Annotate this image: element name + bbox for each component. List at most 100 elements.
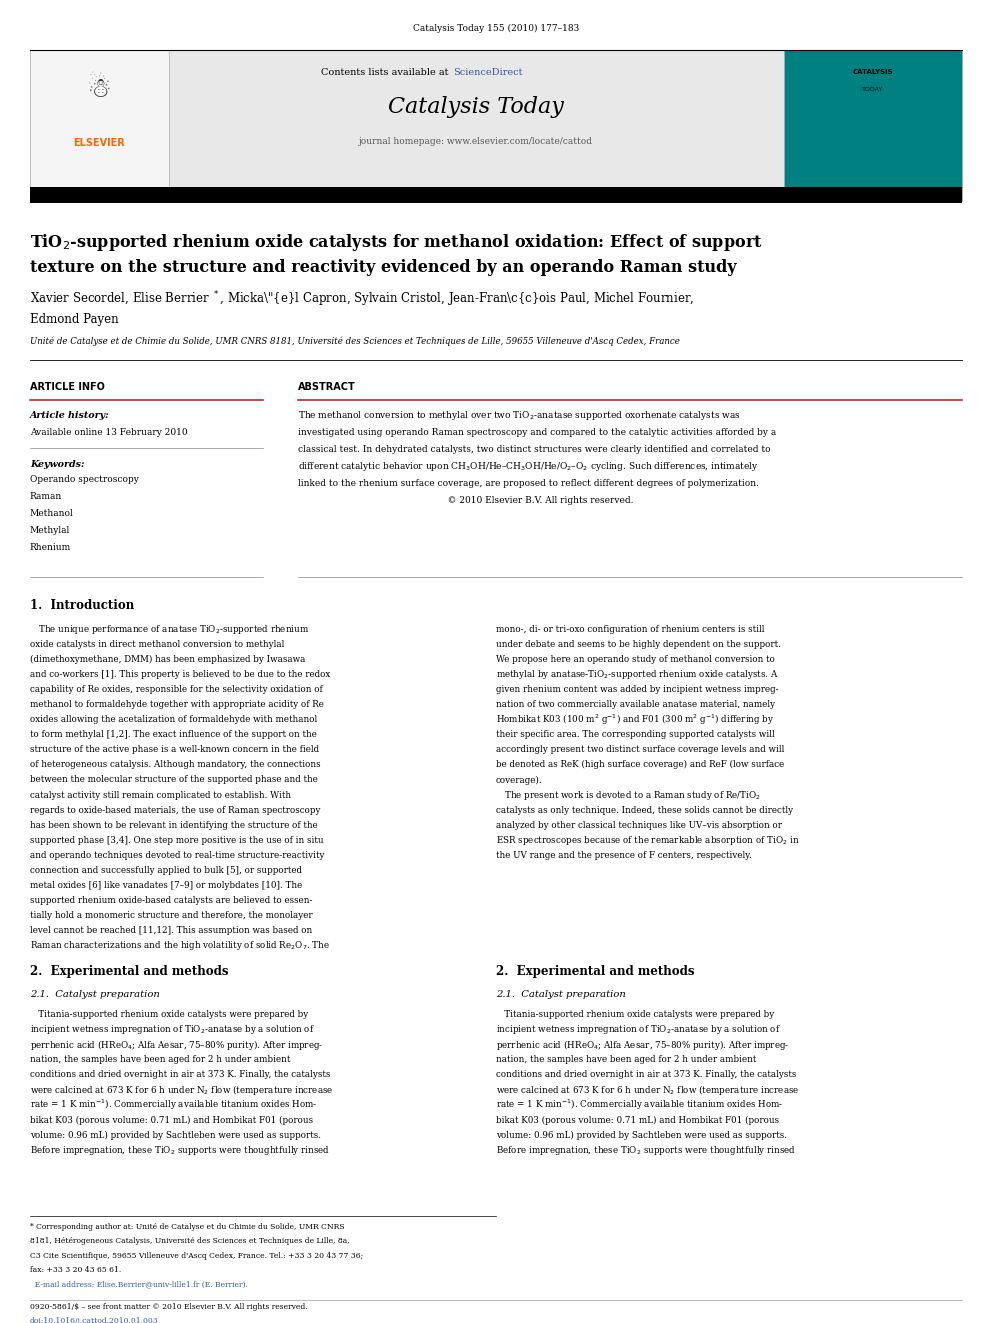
Text: of heterogeneous catalysis. Although mandatory, the connections: of heterogeneous catalysis. Although man… — [30, 761, 320, 770]
Bar — [30, 188, 962, 204]
Text: mono-, di- or tri-oxo configuration of rhenium centers is still: mono-, di- or tri-oxo configuration of r… — [496, 624, 765, 634]
Text: regards to oxide-based materials, the use of Raman spectroscopy: regards to oxide-based materials, the us… — [30, 806, 320, 815]
Text: methylal by anatase-TiO$_2$-supported rhenium oxide catalysts. A: methylal by anatase-TiO$_2$-supported rh… — [496, 668, 779, 681]
Text: Hombikat K03 (100 m$^2$ g$^{-1}$) and F01 (300 m$^2$ g$^{-1}$) differing by: Hombikat K03 (100 m$^2$ g$^{-1}$) and F0… — [496, 713, 775, 726]
Text: has been shown to be relevant in identifying the structure of the: has been shown to be relevant in identif… — [30, 820, 317, 830]
Text: Methanol: Methanol — [30, 509, 73, 519]
Text: the UV range and the presence of F centers, respectively.: the UV range and the presence of F cente… — [496, 851, 752, 860]
Text: (dimethoxymethane, DMM) has been emphasized by Iwasawa: (dimethoxymethane, DMM) has been emphasi… — [30, 655, 306, 664]
Text: ☃: ☃ — [86, 75, 112, 103]
Text: Unité de Catalyse et de Chimie du Solide, UMR CNRS 8181, Université des Sciences: Unité de Catalyse et de Chimie du Solide… — [30, 336, 680, 345]
Text: were calcined at 673 K for 6 h under N$_2$ flow (temperature increase: were calcined at 673 K for 6 h under N$_… — [30, 1084, 333, 1097]
Text: 8181, Hétérogeneous Catalysis, Université des Sciences et Techniques de Lille, 8: 8181, Hétérogeneous Catalysis, Universit… — [30, 1237, 349, 1245]
Bar — [784, 50, 962, 201]
Text: bikat K03 (porous volume: 0.71 mL) and Hombikat F01 (porous: bikat K03 (porous volume: 0.71 mL) and H… — [30, 1115, 312, 1125]
Text: Titania-supported rhenium oxide catalysts were prepared by: Titania-supported rhenium oxide catalyst… — [30, 1009, 308, 1019]
Text: Before impregnation, these TiO$_2$ supports were thoughtfully rinsed: Before impregnation, these TiO$_2$ suppo… — [30, 1144, 329, 1156]
Text: oxide catalysts in direct methanol conversion to methylal: oxide catalysts in direct methanol conve… — [30, 640, 284, 648]
Text: ELSEVIER: ELSEVIER — [73, 138, 125, 148]
Text: catalyst activity still remain complicated to establish. With: catalyst activity still remain complicat… — [30, 791, 291, 799]
Text: 2.  Experimental and methods: 2. Experimental and methods — [30, 964, 228, 978]
Text: bikat K03 (porous volume: 0.71 mL) and Hombikat F01 (porous: bikat K03 (porous volume: 0.71 mL) and H… — [496, 1115, 779, 1125]
Text: nation, the samples have been aged for 2 h under ambient: nation, the samples have been aged for 2… — [30, 1056, 290, 1064]
Text: oxides allowing the acetalization of formaldehyde with methanol: oxides allowing the acetalization of for… — [30, 716, 317, 724]
Text: Xavier Secordel, Elise Berrier $^*$, Micka\"{e}l Capron, Sylvain Cristol, Jean-F: Xavier Secordel, Elise Berrier $^*$, Mic… — [30, 288, 694, 308]
Text: perrhenic acid (HReO$_4$; Alfa Aesar, 75–80% purity). After impreg-: perrhenic acid (HReO$_4$; Alfa Aesar, 75… — [496, 1037, 790, 1052]
Text: structure of the active phase is a well-known concern in the field: structure of the active phase is a well-… — [30, 745, 318, 754]
Text: perrhenic acid (HReO$_4$; Alfa Aesar, 75–80% purity). After impreg-: perrhenic acid (HReO$_4$; Alfa Aesar, 75… — [30, 1037, 323, 1052]
Text: tially hold a monomeric structure and therefore, the monolayer: tially hold a monomeric structure and th… — [30, 912, 312, 919]
Text: level cannot be reached [11,12]. This assumption was based on: level cannot be reached [11,12]. This as… — [30, 926, 312, 935]
Text: 2.  Experimental and methods: 2. Experimental and methods — [496, 964, 694, 978]
Text: coverage).: coverage). — [496, 775, 543, 785]
Text: Catalysis Today 155 (2010) 177–183: Catalysis Today 155 (2010) 177–183 — [413, 24, 579, 33]
Text: The unique performance of anatase TiO$_2$-supported rhenium: The unique performance of anatase TiO$_2… — [30, 623, 309, 636]
Text: The present work is devoted to a Raman study of Re/TiO$_2$: The present work is devoted to a Raman s… — [496, 789, 761, 802]
Text: supported phase [3,4]. One step more positive is the use of in situ: supported phase [3,4]. One step more pos… — [30, 836, 323, 845]
Text: E-mail address: Elise.Berrier@univ-lille1.fr (E. Berrier).: E-mail address: Elise.Berrier@univ-lille… — [30, 1281, 248, 1289]
Text: TODAY: TODAY — [862, 86, 884, 91]
Text: Article history:: Article history: — [30, 411, 109, 419]
Text: nation, the samples have been aged for 2 h under ambient: nation, the samples have been aged for 2… — [496, 1056, 756, 1064]
Text: connection and successfully applied to bulk [5], or supported: connection and successfully applied to b… — [30, 867, 302, 875]
Text: given rhenium content was added by incipient wetness impreg-: given rhenium content was added by incip… — [496, 685, 779, 695]
Text: their specific area. The corresponding supported catalysts will: their specific area. The corresponding s… — [496, 730, 775, 740]
Text: Rhenium: Rhenium — [30, 544, 71, 553]
Text: The methanol conversion to methylal over two TiO$_2$-anatase supported oxorhenat: The methanol conversion to methylal over… — [298, 409, 740, 422]
Text: conditions and dried overnight in air at 373 K. Finally, the catalysts: conditions and dried overnight in air at… — [30, 1070, 330, 1080]
Text: 0920-5861/$ – see front matter © 2010 Elsevier B.V. All rights reserved.: 0920-5861/$ – see front matter © 2010 El… — [30, 1303, 308, 1311]
Text: Contents lists available at: Contents lists available at — [320, 67, 451, 77]
Bar — [30, 50, 169, 201]
Text: 1.  Introduction: 1. Introduction — [30, 599, 134, 613]
Text: Titania-supported rhenium oxide catalysts were prepared by: Titania-supported rhenium oxide catalyst… — [496, 1009, 774, 1019]
Text: metal oxides [6] like vanadates [7–9] or molybdates [10]. The: metal oxides [6] like vanadates [7–9] or… — [30, 881, 302, 890]
Text: investigated using operando Raman spectroscopy and compared to the catalytic act: investigated using operando Raman spectr… — [298, 429, 776, 437]
Text: methanol to formaldehyde together with appropriate acidity of Re: methanol to formaldehyde together with a… — [30, 700, 323, 709]
Text: incipient wetness impregnation of TiO$_2$-anatase by a solution of: incipient wetness impregnation of TiO$_2… — [496, 1023, 781, 1036]
Text: fax: +33 3 20 43 65 61.: fax: +33 3 20 43 65 61. — [30, 1266, 121, 1274]
Text: We propose here an operando study of methanol conversion to: We propose here an operando study of met… — [496, 655, 775, 664]
Text: incipient wetness impregnation of TiO$_2$-anatase by a solution of: incipient wetness impregnation of TiO$_2… — [30, 1023, 314, 1036]
Text: Raman: Raman — [30, 492, 62, 501]
Text: TiO$_2$-supported rhenium oxide catalysts for methanol oxidation: Effect of supp: TiO$_2$-supported rhenium oxide catalyst… — [30, 232, 763, 253]
Text: and operando techniques devoted to real-time structure-reactivity: and operando techniques devoted to real-… — [30, 851, 324, 860]
Text: volume: 0.96 mL) provided by Sachtleben were used as supports.: volume: 0.96 mL) provided by Sachtleben … — [496, 1131, 787, 1139]
Text: doi:10.1016/j.cattod.2010.01.003: doi:10.1016/j.cattod.2010.01.003 — [30, 1318, 159, 1323]
Text: Edmond Payen: Edmond Payen — [30, 314, 118, 327]
Text: Keywords:: Keywords: — [30, 459, 84, 468]
Text: ScienceDirect: ScienceDirect — [453, 67, 523, 77]
Text: Before impregnation, these TiO$_2$ supports were thoughtfully rinsed: Before impregnation, these TiO$_2$ suppo… — [496, 1144, 796, 1156]
Text: conditions and dried overnight in air at 373 K. Finally, the catalysts: conditions and dried overnight in air at… — [496, 1070, 797, 1080]
Text: rate = 1 K min$^{-1}$). Commercially available titanium oxides Hom-: rate = 1 K min$^{-1}$). Commercially ava… — [30, 1098, 317, 1113]
Text: nation of two commercially available anatase material, namely: nation of two commercially available ana… — [496, 700, 775, 709]
Text: volume: 0.96 mL) provided by Sachtleben were used as supports.: volume: 0.96 mL) provided by Sachtleben … — [30, 1131, 320, 1139]
Text: accordingly present two distinct surface coverage levels and will: accordingly present two distinct surface… — [496, 745, 785, 754]
Text: 2.1.  Catalyst preparation: 2.1. Catalyst preparation — [496, 991, 626, 999]
Text: Methylal: Methylal — [30, 527, 70, 536]
Text: and co-workers [1]. This property is believed to be due to the redox: and co-workers [1]. This property is bel… — [30, 669, 330, 679]
Text: ABSTRACT: ABSTRACT — [298, 382, 355, 392]
Text: supported rhenium oxide-based catalysts are believed to essen-: supported rhenium oxide-based catalysts … — [30, 896, 312, 905]
Text: © 2010 Elsevier B.V. All rights reserved.: © 2010 Elsevier B.V. All rights reserved… — [298, 496, 633, 505]
Text: to form methylal [1,2]. The exact influence of the support on the: to form methylal [1,2]. The exact influe… — [30, 730, 316, 740]
Text: Catalysis Today: Catalysis Today — [388, 97, 564, 119]
Text: Operando spectroscopy: Operando spectroscopy — [30, 475, 139, 484]
Text: were calcined at 673 K for 6 h under N$_2$ flow (temperature increase: were calcined at 673 K for 6 h under N$_… — [496, 1084, 800, 1097]
Text: texture on the structure and reactivity evidenced by an operando Raman study: texture on the structure and reactivity … — [30, 259, 736, 277]
Text: ESR spectroscopes because of the remarkable absorption of TiO$_2$ in: ESR spectroscopes because of the remarka… — [496, 833, 800, 847]
Text: under debate and seems to be highly dependent on the support.: under debate and seems to be highly depe… — [496, 640, 781, 648]
Text: capability of Re oxides, responsible for the selectivity oxidation of: capability of Re oxides, responsible for… — [30, 685, 322, 695]
Text: analyzed by other classical techniques like UV–vis absorption or: analyzed by other classical techniques l… — [496, 820, 782, 830]
Text: linked to the rhenium surface coverage, are proposed to reflect different degree: linked to the rhenium surface coverage, … — [298, 479, 759, 488]
Text: Available online 13 February 2010: Available online 13 February 2010 — [30, 429, 187, 437]
Text: rate = 1 K min$^{-1}$). Commercially available titanium oxides Hom-: rate = 1 K min$^{-1}$). Commercially ava… — [496, 1098, 784, 1113]
Bar — [169, 50, 784, 201]
Text: catalysts as only technique. Indeed, these solids cannot be directly: catalysts as only technique. Indeed, the… — [496, 806, 794, 815]
Text: between the molecular structure of the supported phase and the: between the molecular structure of the s… — [30, 775, 317, 785]
Text: CATALYSIS: CATALYSIS — [853, 69, 893, 75]
Text: different catalytic behavior upon CH$_3$OH/He–CH$_3$OH/He/O$_2$–O$_2$ cycling. S: different catalytic behavior upon CH$_3$… — [298, 460, 758, 474]
Text: journal homepage: www.elsevier.com/locate/cattod: journal homepage: www.elsevier.com/locat… — [359, 138, 593, 146]
Text: * Corresponding author at: Unité de Catalyse et du Chimie du Solide, UMR CNRS: * Corresponding author at: Unité de Cata… — [30, 1222, 344, 1230]
Text: be denoted as ReK (high surface coverage) and ReF (low surface: be denoted as ReK (high surface coverage… — [496, 761, 785, 770]
Text: C3 Cite Scientifique, 59655 Villeneuve d'Ascq Cedex, France. Tel.: +33 3 20 43 7: C3 Cite Scientifique, 59655 Villeneuve d… — [30, 1252, 363, 1259]
